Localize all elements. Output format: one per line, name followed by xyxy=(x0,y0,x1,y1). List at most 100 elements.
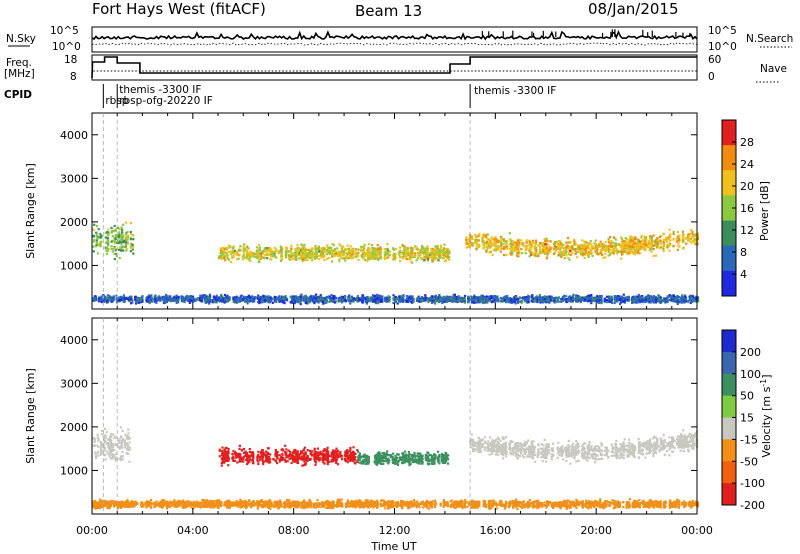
scatter-cell xyxy=(219,254,222,257)
scatter-cell xyxy=(538,300,541,303)
scatter-cell xyxy=(126,230,129,234)
scatter-cell xyxy=(660,246,663,249)
scatter-cell xyxy=(665,239,668,242)
scatter-cell xyxy=(310,247,314,250)
scatter-cell xyxy=(342,257,345,260)
scatter-cell xyxy=(129,246,133,249)
scatter-cell xyxy=(229,246,232,249)
scatter-cell xyxy=(349,254,352,257)
scatter-cell xyxy=(355,248,358,251)
scatter-cell xyxy=(211,301,214,304)
scatter-cell xyxy=(617,243,620,246)
scatter-cell xyxy=(482,233,485,236)
scatter-cell xyxy=(416,248,419,251)
scatter-cell xyxy=(258,246,261,249)
scatter-cell xyxy=(512,300,515,303)
scatter-cell xyxy=(427,257,430,260)
scatter-cell xyxy=(304,258,307,261)
scatter-cell xyxy=(632,242,636,245)
scatter-cell xyxy=(318,246,321,250)
scatter-cell xyxy=(221,250,224,253)
scatter-cell xyxy=(264,254,267,257)
scatter-cell xyxy=(619,250,622,253)
scatter-cell xyxy=(341,257,344,260)
scatter-cell xyxy=(377,247,380,250)
scatter-cell xyxy=(120,249,123,252)
scatter-cell xyxy=(342,250,345,254)
scatter-cell xyxy=(246,253,249,257)
scatter-cell xyxy=(562,243,565,246)
scatter-cell xyxy=(119,239,122,242)
scatter-cell xyxy=(522,242,525,245)
scatter-cell xyxy=(168,297,171,300)
scatter-cell xyxy=(560,255,563,258)
scatter-cell xyxy=(328,256,331,259)
scatter-cell xyxy=(488,244,491,248)
scatter-cell xyxy=(510,298,513,301)
scatter-cell xyxy=(273,246,276,249)
scatter-cell xyxy=(500,244,503,247)
scatter-cell xyxy=(463,296,466,299)
scatter-cell xyxy=(256,301,260,304)
scatter-cell xyxy=(232,300,235,303)
scatter-cell xyxy=(520,301,523,304)
scatter-cell xyxy=(609,249,612,252)
scatter-cell xyxy=(126,237,129,240)
scatter-cell xyxy=(110,226,113,229)
scatter-cell xyxy=(554,251,557,254)
scatter-cell xyxy=(590,294,593,297)
scatter-cell xyxy=(634,295,637,298)
scatter-cell xyxy=(338,251,341,254)
scatter-cell xyxy=(125,241,128,244)
scatter-cell xyxy=(118,231,121,234)
scatter-cell xyxy=(177,301,180,304)
scatter-cell xyxy=(603,246,607,249)
scatter-cell xyxy=(658,247,661,250)
scatter-cell xyxy=(570,299,573,302)
scatter-cell xyxy=(455,300,458,303)
scatter-cell xyxy=(506,296,509,299)
scatter-cell xyxy=(95,233,98,236)
nsky-tick-bottom: 10^0 xyxy=(52,41,81,53)
scatter-cell xyxy=(379,254,382,257)
scatter-cell xyxy=(505,244,508,247)
scatter-cell xyxy=(532,297,535,300)
scatter-cell xyxy=(654,298,657,301)
nsky-tick-top: 10^5 xyxy=(50,25,79,37)
scatter-cell xyxy=(107,244,110,247)
scatter-cell xyxy=(494,236,497,239)
scatter-cell xyxy=(448,249,451,252)
scatter-cell xyxy=(221,257,224,260)
cpid-label: CPID xyxy=(4,89,32,101)
scatter-cell xyxy=(113,242,116,245)
scatter-cell xyxy=(235,299,238,302)
scatter-cell xyxy=(99,232,102,236)
scatter-cell xyxy=(250,253,253,256)
scatter-cell xyxy=(267,247,270,250)
scatter-cell xyxy=(696,232,700,235)
scatter-cell xyxy=(372,255,375,258)
scatter-cell xyxy=(371,296,374,299)
scatter-cell xyxy=(510,301,513,304)
scatter-cell xyxy=(589,250,592,253)
scatter-cell xyxy=(120,238,123,241)
scatter-cell xyxy=(129,250,132,253)
scatter-cell xyxy=(368,257,371,260)
scatter-cell xyxy=(93,296,97,299)
scatter-cell xyxy=(384,252,387,255)
scatter-cell xyxy=(622,248,625,252)
scatter-cell xyxy=(605,247,608,250)
scatter-cell xyxy=(409,253,412,256)
scatter-cell xyxy=(514,299,517,303)
scatter-cell xyxy=(560,297,563,300)
scatter-cell xyxy=(305,301,308,304)
scatter-cell xyxy=(229,252,233,256)
scatter-cell xyxy=(321,251,324,254)
scatter-cell xyxy=(467,244,470,247)
scatter-cell xyxy=(264,248,267,251)
scatter-cell xyxy=(583,299,586,302)
scatter-cell xyxy=(308,250,311,253)
scatter-cell xyxy=(415,259,418,262)
scatter-cell xyxy=(669,233,672,236)
scatter-cell xyxy=(362,247,365,250)
